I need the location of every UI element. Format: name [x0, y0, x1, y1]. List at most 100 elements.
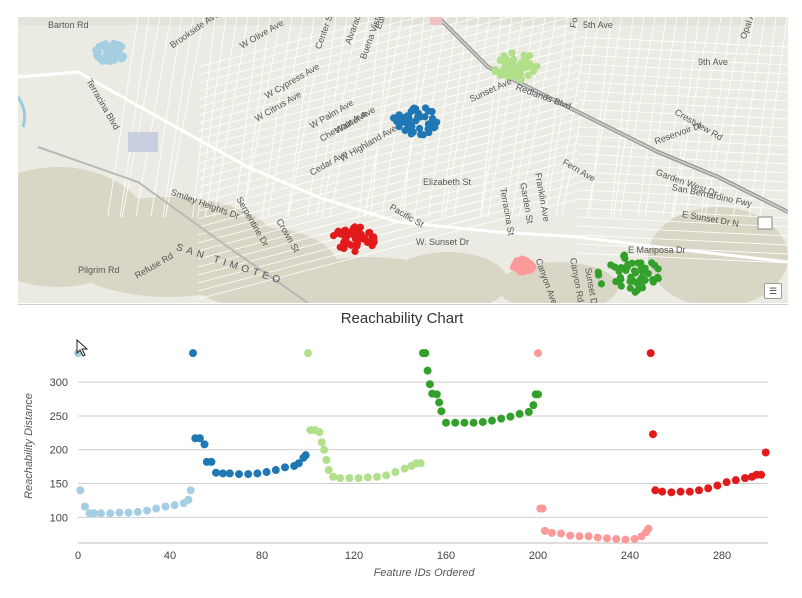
data-point[interactable] — [200, 440, 209, 449]
data-point[interactable] — [534, 349, 542, 358]
data-point[interactable] — [184, 495, 193, 504]
data-point[interactable] — [603, 534, 611, 543]
list-icon[interactable]: ☰ — [764, 283, 782, 299]
map-feature-point — [636, 276, 644, 284]
data-point[interactable] — [195, 434, 204, 443]
data-point[interactable] — [80, 502, 89, 511]
street-line — [261, 17, 293, 218]
data-point[interactable] — [322, 455, 331, 464]
data-point[interactable] — [557, 529, 565, 538]
data-point[interactable] — [186, 486, 195, 495]
data-point[interactable] — [97, 509, 105, 518]
data-point[interactable] — [435, 398, 444, 407]
data-point[interactable] — [324, 466, 333, 475]
data-point[interactable] — [469, 418, 478, 427]
data-point[interactable] — [651, 486, 660, 495]
data-point[interactable] — [336, 474, 345, 483]
data-point[interactable] — [161, 502, 170, 511]
data-point[interactable] — [451, 418, 460, 427]
data-point[interactable] — [253, 469, 262, 478]
data-point[interactable] — [235, 470, 243, 479]
data-point[interactable] — [317, 438, 326, 447]
data-point[interactable] — [676, 487, 685, 496]
data-point[interactable] — [547, 528, 556, 537]
data-point[interactable] — [218, 469, 227, 478]
data-point[interactable] — [294, 459, 303, 468]
data-point[interactable] — [382, 471, 391, 480]
data-point[interactable] — [437, 407, 446, 416]
data-point[interactable] — [584, 532, 593, 541]
data-point[interactable] — [704, 484, 713, 493]
map-view[interactable]: Barton Rd 5th Ave 9th Ave Opal Ave Brookside… — [18, 17, 788, 303]
map-feature-point — [366, 228, 374, 237]
data-point[interactable] — [320, 445, 329, 454]
data-point[interactable] — [741, 474, 749, 483]
data-point[interactable] — [538, 504, 547, 513]
data-point[interactable] — [515, 409, 524, 418]
data-point[interactable] — [506, 412, 515, 421]
data-point[interactable] — [345, 474, 354, 483]
data-point[interactable] — [329, 472, 338, 481]
reachability-chart[interactable]: Reachability Chart Feature IDs Ordered R… — [18, 305, 788, 583]
data-point[interactable] — [76, 486, 85, 495]
data-point[interactable] — [761, 448, 770, 457]
data-point[interactable] — [281, 463, 289, 472]
data-point[interactable] — [423, 366, 432, 375]
data-point[interactable] — [731, 476, 740, 485]
data-point[interactable] — [170, 501, 179, 510]
data-point[interactable] — [225, 469, 234, 478]
data-point[interactable] — [540, 526, 549, 535]
data-point[interactable] — [244, 470, 253, 479]
data-point[interactable] — [354, 474, 363, 483]
data-point[interactable] — [524, 407, 533, 416]
data-point[interactable] — [212, 468, 220, 477]
data-point[interactable] — [575, 532, 584, 541]
data-point[interactable] — [143, 506, 151, 515]
data-point[interactable] — [695, 486, 703, 495]
data-point[interactable] — [621, 535, 630, 544]
data-point[interactable] — [497, 414, 506, 423]
data-point[interactable] — [189, 349, 197, 358]
map-feature-point — [594, 268, 602, 276]
data-point[interactable] — [416, 459, 425, 468]
data-point[interactable] — [488, 416, 496, 425]
data-point[interactable] — [301, 451, 310, 460]
data-point[interactable] — [373, 472, 381, 481]
data-point[interactable] — [152, 504, 161, 513]
data-point[interactable] — [425, 380, 434, 389]
data-point[interactable] — [421, 349, 430, 358]
data-point[interactable] — [630, 534, 639, 543]
data-point[interactable] — [460, 418, 469, 427]
data-point[interactable] — [90, 509, 99, 518]
map-canvas[interactable] — [18, 17, 788, 303]
data-point[interactable] — [400, 464, 409, 473]
data-point[interactable] — [529, 401, 538, 410]
data-point[interactable] — [612, 534, 621, 543]
data-point[interactable] — [685, 487, 694, 496]
data-point[interactable] — [124, 508, 133, 517]
data-point[interactable] — [271, 466, 280, 475]
data-point[interactable] — [207, 457, 216, 466]
data-point[interactable] — [391, 468, 400, 477]
data-point[interactable] — [593, 533, 602, 542]
data-point[interactable] — [658, 487, 667, 496]
data-point[interactable] — [133, 507, 142, 516]
data-point[interactable] — [757, 470, 766, 479]
data-point[interactable] — [649, 430, 657, 439]
data-point[interactable] — [262, 468, 271, 477]
data-point[interactable] — [534, 390, 542, 399]
data-point[interactable] — [478, 418, 487, 427]
data-point[interactable] — [667, 488, 676, 497]
data-point[interactable] — [644, 524, 653, 533]
data-point[interactable] — [115, 508, 124, 517]
data-point[interactable] — [363, 473, 372, 482]
data-point[interactable] — [713, 481, 722, 490]
data-point[interactable] — [722, 478, 731, 487]
data-point[interactable] — [315, 428, 324, 437]
data-point[interactable] — [566, 531, 575, 540]
data-point[interactable] — [304, 349, 312, 358]
data-point[interactable] — [646, 349, 655, 358]
data-point[interactable] — [432, 390, 441, 399]
data-point[interactable] — [106, 509, 115, 518]
data-point[interactable] — [442, 418, 450, 427]
